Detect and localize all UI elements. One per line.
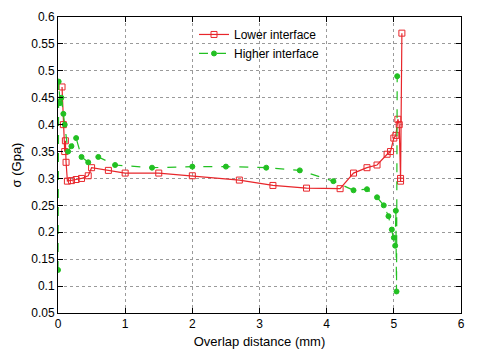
svg-text:0.4: 0.4: [38, 118, 55, 132]
svg-text:4: 4: [323, 317, 330, 331]
svg-text:0: 0: [55, 317, 62, 331]
svg-text:1: 1: [122, 317, 129, 331]
svg-text:0.55: 0.55: [31, 37, 55, 51]
svg-text:0.35: 0.35: [31, 145, 55, 159]
svg-text:0.45: 0.45: [31, 91, 55, 105]
svg-text:6: 6: [458, 317, 465, 331]
svg-text:0.3: 0.3: [38, 172, 55, 186]
svg-text:2: 2: [189, 317, 196, 331]
svg-text:Overlap distance (mm): Overlap distance (mm): [194, 334, 325, 349]
svg-text:0.2: 0.2: [38, 225, 55, 239]
svg-text:σ (Gpa): σ (Gpa): [9, 143, 24, 188]
svg-text:Lower interface: Lower interface: [234, 28, 316, 42]
svg-text:0.6: 0.6: [38, 10, 55, 24]
svg-text:Higher interface: Higher interface: [234, 47, 319, 61]
svg-text:5: 5: [390, 317, 397, 331]
svg-text:0.25: 0.25: [31, 199, 55, 213]
svg-text:0.1: 0.1: [38, 279, 55, 293]
svg-text:0.15: 0.15: [31, 252, 55, 266]
svg-text:3: 3: [256, 317, 263, 331]
svg-text:0.5: 0.5: [38, 64, 55, 78]
svg-text:0.05: 0.05: [31, 306, 55, 320]
